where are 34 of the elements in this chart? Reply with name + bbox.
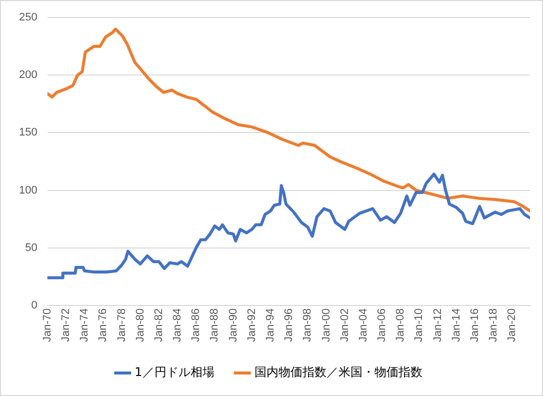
x-tick-label: Jan-90	[227, 308, 240, 342]
x-tick-label: Jan-94	[264, 308, 276, 342]
x-tick-label: Jan-18	[488, 308, 500, 342]
y-tick-label: 50	[25, 242, 38, 254]
legend-label: 1／円ドル相場	[134, 365, 214, 380]
x-tick-label: Jan-82	[152, 308, 165, 342]
x-tick-label: Jan-14	[450, 308, 462, 342]
x-tick-label: Jan-96	[283, 308, 296, 342]
x-tick-label: Jan-20	[506, 308, 518, 342]
x-tick-label: Jan-78	[116, 308, 128, 342]
y-tick-label: 100	[18, 184, 38, 196]
x-tick-label: Jan-88	[208, 308, 221, 342]
x-tick-label: Jan-02	[338, 308, 351, 342]
x-tick-label: Jan-12	[432, 308, 444, 342]
x-tick-label: Jan-86	[190, 308, 202, 342]
x-tick-label: Jan-92	[246, 308, 258, 342]
x-tick-label: Jan-04	[357, 308, 370, 342]
x-tick-label: Jan-72	[60, 308, 72, 342]
y-tick-label: 250	[18, 12, 38, 24]
x-tick-label: Jan-00	[320, 308, 332, 342]
x-tick-label: Jan-74	[78, 308, 91, 342]
x-tick-label: Jan-16	[469, 308, 482, 342]
x-tick-label: Jan-80	[134, 308, 146, 342]
x-tick-label: Jan-76	[97, 308, 110, 342]
y-tick-label: 0	[31, 299, 38, 312]
y-tick-label: 200	[18, 69, 38, 82]
x-tick-label: Jan-84	[172, 308, 184, 342]
x-tick-label: Jan-06	[376, 308, 388, 342]
y-tick-label: 150	[18, 126, 38, 139]
legend-label: 国内物価指数／米国・物価指数	[254, 365, 422, 380]
x-tick-label: Jan-10	[413, 308, 426, 342]
x-tick-label: Jan-70	[41, 308, 54, 342]
x-tick-label: Jan-98	[302, 308, 314, 342]
x-tick-label: Jan-08	[394, 308, 407, 342]
